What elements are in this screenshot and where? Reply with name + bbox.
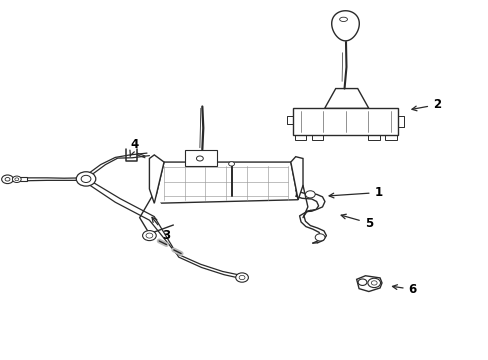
Circle shape	[12, 176, 21, 183]
Circle shape	[315, 234, 325, 241]
Polygon shape	[149, 155, 163, 203]
Circle shape	[76, 172, 96, 186]
Circle shape	[305, 191, 315, 198]
Circle shape	[81, 175, 91, 183]
Circle shape	[239, 275, 244, 280]
Circle shape	[196, 156, 203, 161]
Ellipse shape	[339, 17, 347, 22]
Bar	[293, 108, 397, 135]
Polygon shape	[356, 276, 381, 292]
Bar	[11, 177, 27, 181]
Circle shape	[142, 230, 156, 240]
Text: 6: 6	[392, 283, 416, 296]
Circle shape	[1, 175, 13, 184]
Text: 5: 5	[341, 214, 372, 230]
Text: 4: 4	[130, 138, 139, 156]
Bar	[367, 135, 379, 140]
Text: 2: 2	[411, 98, 440, 111]
Circle shape	[15, 178, 19, 181]
Polygon shape	[154, 162, 298, 203]
Circle shape	[367, 278, 380, 288]
Bar	[384, 135, 396, 140]
Text: 1: 1	[328, 186, 382, 199]
Text: 3: 3	[152, 217, 170, 242]
Polygon shape	[290, 157, 303, 200]
Polygon shape	[331, 11, 359, 41]
Circle shape	[357, 279, 366, 285]
Circle shape	[5, 177, 10, 181]
Bar	[311, 135, 323, 140]
Circle shape	[228, 162, 234, 166]
Circle shape	[146, 233, 153, 238]
Polygon shape	[140, 193, 173, 234]
Circle shape	[235, 273, 248, 282]
Polygon shape	[324, 89, 368, 108]
Circle shape	[370, 281, 376, 285]
Bar	[294, 135, 306, 140]
Polygon shape	[185, 149, 217, 166]
